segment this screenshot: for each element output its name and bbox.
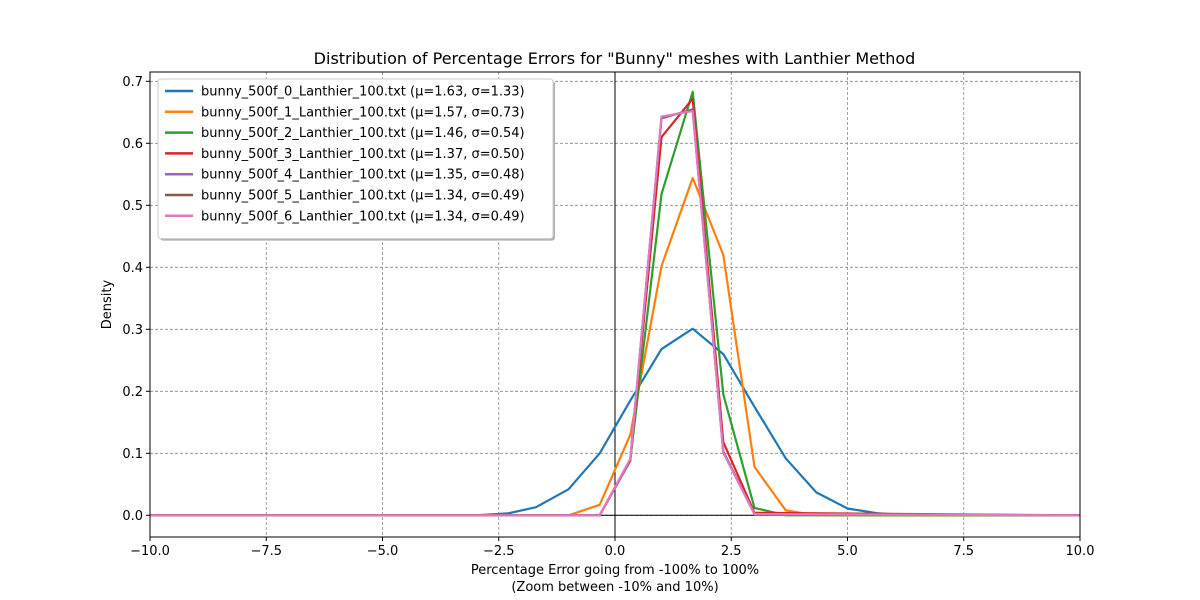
y-tick-label: 0.3 — [122, 323, 143, 338]
chart-title: Distribution of Percentage Errors for "B… — [314, 49, 916, 68]
y-tick-label: 0.4 — [122, 261, 143, 276]
x-tick-label: −2.5 — [483, 544, 515, 559]
x-tick-label: 10.0 — [1066, 544, 1095, 559]
x-tick-label: 2.5 — [721, 544, 742, 559]
legend-entry-4: bunny_500f_4_Lanthier_100.txt (μ=1.35, σ… — [201, 168, 525, 183]
x-axis-ticks: −10.0 −7.5 −5.0 −2.5 0.0 2.5 5.0 7.5 10.0 — [130, 537, 1094, 559]
series-line-1 — [150, 176, 1080, 517]
y-tick-label: 0.7 — [122, 75, 143, 90]
legend-entry-0: bunny_500f_0_Lanthier_100.txt (μ=1.63, σ… — [201, 85, 525, 100]
x-axis-label-line2: (Zoom between -10% and 10%) — [511, 580, 718, 595]
x-tick-label: −7.5 — [250, 544, 282, 559]
y-axis-label: Density — [100, 279, 115, 329]
y-tick-label: 0.1 — [122, 447, 143, 462]
x-tick-label: 0.0 — [605, 544, 626, 559]
series-line-6 — [150, 109, 1081, 517]
y-tick-label: 0.0 — [122, 509, 143, 524]
y-tick-label: 0.6 — [122, 137, 143, 152]
legend-entry-6: bunny_500f_6_Lanthier_100.txt (μ=1.34, σ… — [201, 209, 525, 224]
legend-entry-2: bunny_500f_2_Lanthier_100.txt (μ=1.46, σ… — [201, 126, 525, 141]
legend-entry-5: bunny_500f_5_Lanthier_100.txt (μ=1.34, σ… — [201, 189, 525, 204]
x-tick-label: −10.0 — [130, 544, 170, 559]
y-tick-label: 0.2 — [122, 385, 143, 400]
series-lines — [150, 90, 1081, 517]
legend-entry-1: bunny_500f_1_Lanthier_100.txt (μ=1.57, σ… — [201, 105, 525, 120]
y-tick-label: 0.5 — [122, 199, 143, 214]
legend: bunny_500f_0_Lanthier_100.txt (μ=1.63, σ… — [157, 78, 555, 241]
x-tick-label: −5.0 — [367, 544, 399, 559]
x-tick-label: 5.0 — [837, 544, 858, 559]
x-axis-label: Percentage Error going from -100% to 100… — [471, 563, 759, 578]
legend-entry-3: bunny_500f_3_Lanthier_100.txt (μ=1.37, σ… — [201, 147, 525, 162]
y-axis-ticks: 0.0 0.1 0.2 0.3 0.4 0.5 0.6 0.7 — [122, 75, 150, 524]
legend-box — [157, 78, 554, 240]
x-tick-label: 7.5 — [953, 544, 974, 559]
